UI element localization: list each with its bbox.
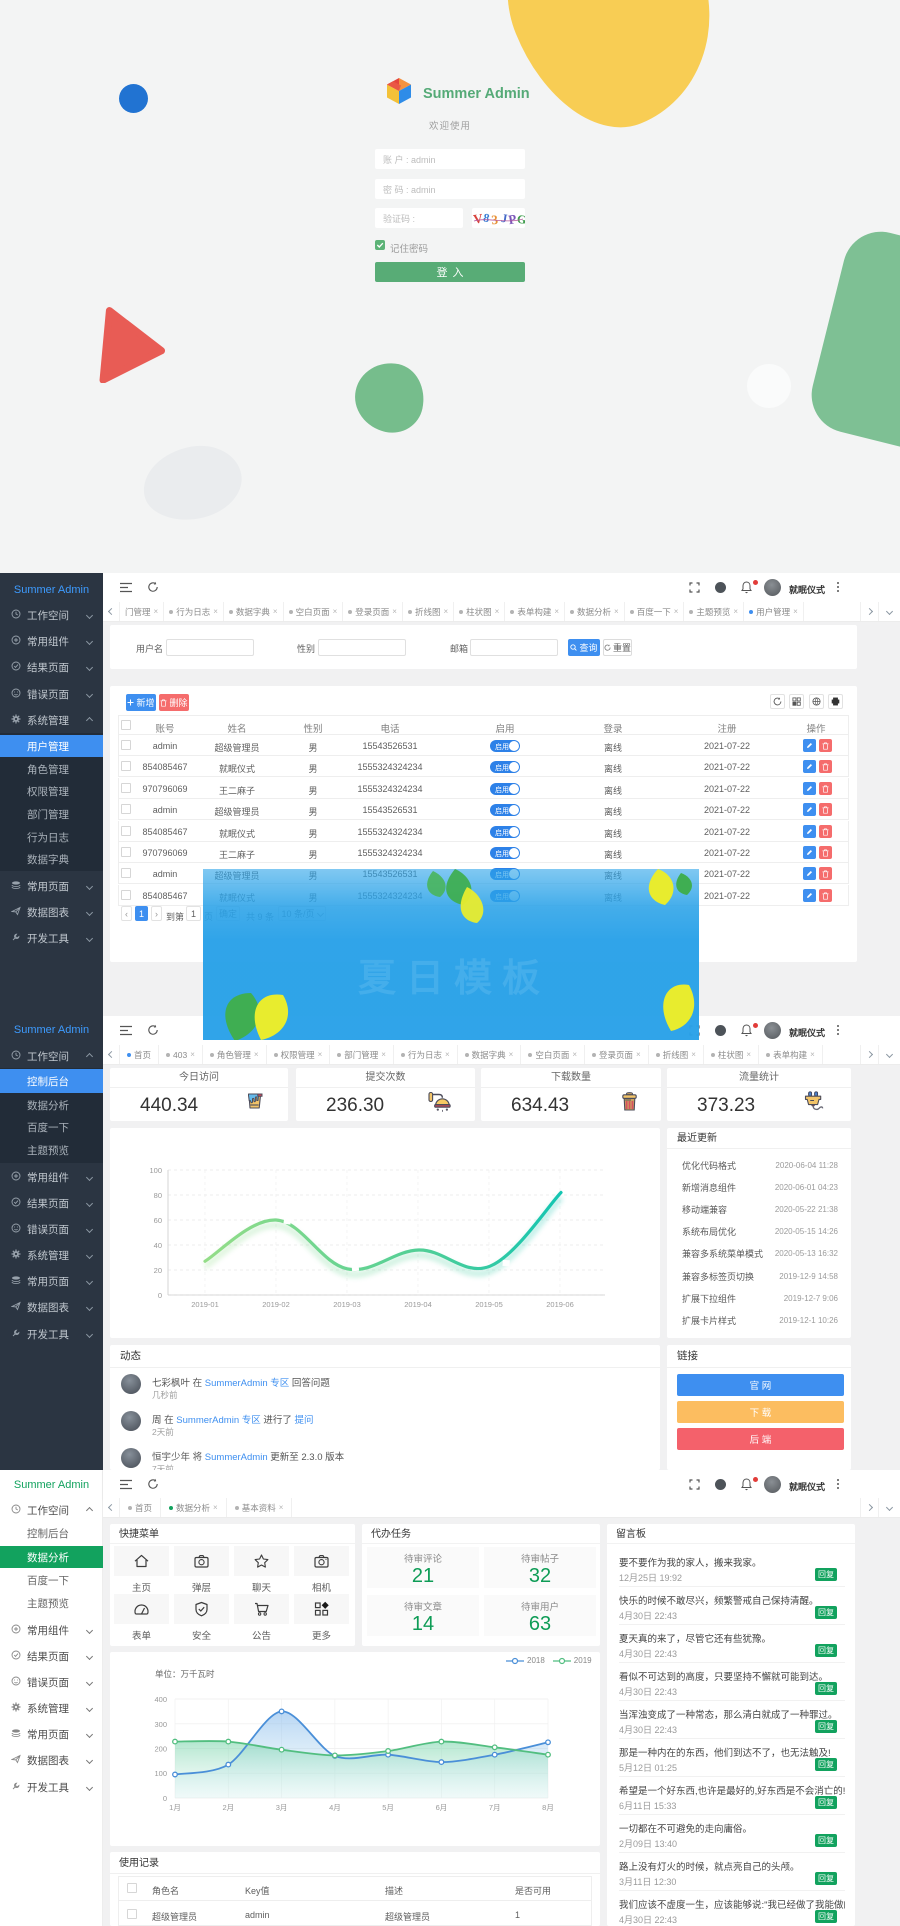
svg-text:0: 0 [158,1291,162,1300]
svg-text:J: J [500,211,508,226]
svg-text:3月: 3月 [276,1803,288,1812]
svg-text:20: 20 [154,1266,162,1275]
svg-text:100: 100 [149,1166,162,1175]
svg-text:2019-06: 2019-06 [546,1300,574,1309]
svg-text:1月: 1月 [169,1803,181,1812]
svg-text:2月: 2月 [222,1803,234,1812]
svg-text:2019-02: 2019-02 [262,1300,290,1309]
svg-text:V: V [472,210,484,226]
svg-text:2019-04: 2019-04 [404,1300,432,1309]
svg-text:200: 200 [154,1745,167,1754]
svg-text:P: P [507,211,517,227]
svg-text:8月: 8月 [542,1803,554,1812]
svg-text:2019-03: 2019-03 [333,1300,361,1309]
svg-text:300: 300 [154,1720,167,1729]
svg-text:6月: 6月 [436,1803,448,1812]
svg-text:0: 0 [163,1794,167,1803]
svg-text:2019-05: 2019-05 [475,1300,503,1309]
svg-text:8: 8 [482,210,490,225]
svg-text:100: 100 [154,1769,167,1778]
svg-text:60: 60 [154,1216,162,1225]
svg-text:400: 400 [154,1695,167,1704]
svg-text:4月: 4月 [329,1803,341,1812]
svg-text:80: 80 [154,1191,162,1200]
svg-text:3: 3 [491,212,500,228]
svg-text:7月: 7月 [489,1803,501,1812]
svg-text:5月: 5月 [382,1803,394,1812]
svg-text:40: 40 [154,1241,162,1250]
svg-text:2019-01: 2019-01 [191,1300,219,1309]
